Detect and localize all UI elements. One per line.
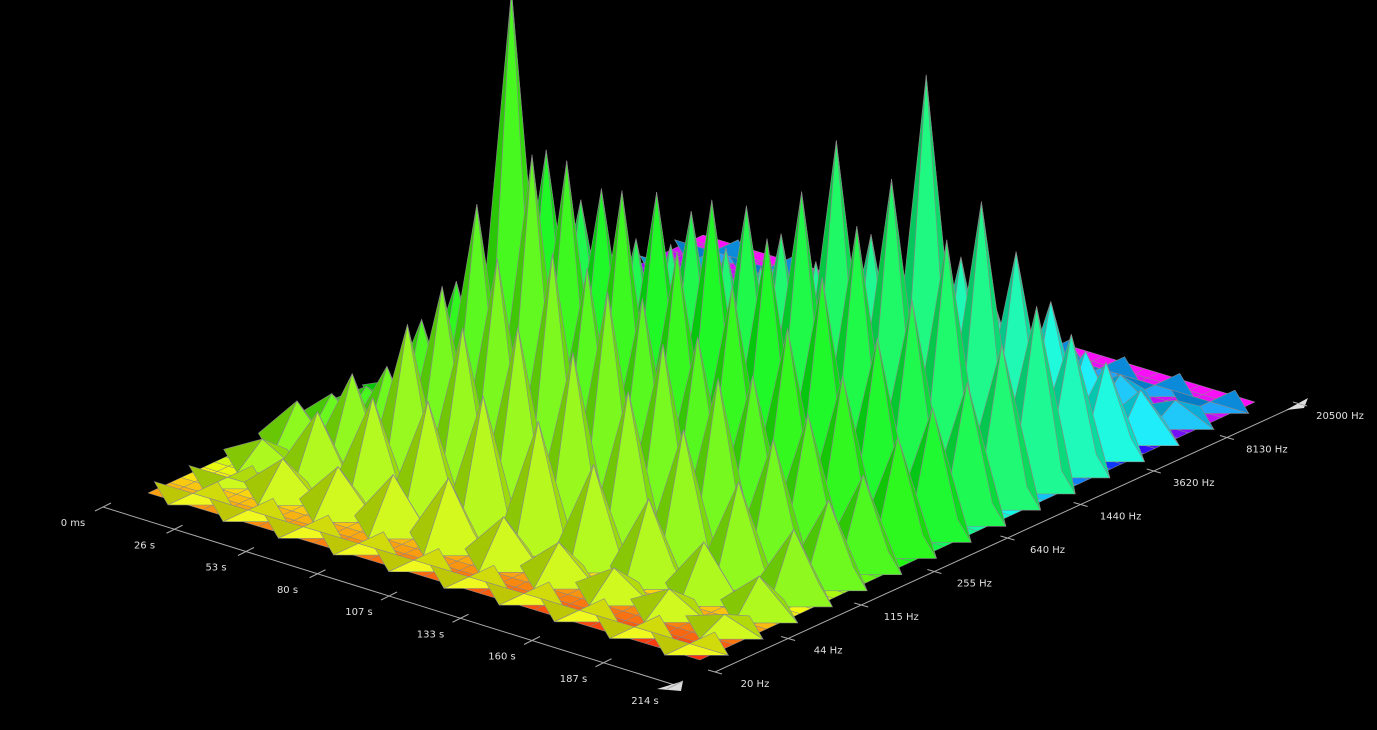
spike [499,421,578,557]
frequency-tick [780,636,796,641]
spike-face [688,631,730,656]
time-tick [309,569,326,579]
frequency-tick [854,602,869,608]
time-tick-label: 107 s [345,607,372,618]
spike-face [1001,344,1041,511]
frequency-tick-label: 20 Hz [741,679,770,690]
frequency-tick-label: 44 Hz [814,646,843,657]
spike-face [613,567,653,607]
spike [574,567,654,607]
time-tick [452,613,469,623]
spike [650,631,730,656]
time-tick [523,636,541,645]
spike-face [1105,361,1145,462]
frequency-tick-label: 1440 Hz [1100,512,1141,523]
time-tick [380,591,398,601]
spike-face [897,436,937,559]
spike-face [758,575,799,624]
frequency-tick [707,669,723,675]
frequency-tick [1292,401,1308,407]
spike-face [1140,389,1180,446]
frequency-tick [1219,435,1235,440]
spike-face [669,588,709,623]
frequency-tick [1073,502,1088,507]
spike [720,575,799,624]
frequency-tick-label: 3620 Hz [1173,478,1214,489]
time-tick [666,680,684,690]
spike [409,477,488,557]
axis-arrow [1286,398,1308,410]
spike [554,463,633,574]
frequency-tick-label: 115 Hz [884,612,919,623]
time-tick-label: 187 s [560,674,587,685]
frequency-tick-label: 255 Hz [957,579,992,590]
time-tick [166,524,183,534]
spike-face [723,613,764,640]
spike-face [1209,389,1250,414]
frequency-tick [1000,535,1015,541]
spike-face [862,474,903,575]
time-tick-label: 214 s [631,696,658,707]
time-tick [94,502,112,512]
spike-face [966,382,1007,527]
spike [630,588,709,623]
spike-face [1175,399,1215,430]
frequency-tick [1146,468,1161,474]
axis-arrow [657,681,683,691]
spike [664,541,744,607]
frequency-tick [927,569,942,574]
spike [464,516,543,573]
spike-face [1071,334,1111,479]
spike-face [793,529,833,608]
time-tick [595,658,612,668]
frequency-tick-label: 8130 Hz [1246,445,1287,456]
spike-face [828,499,868,591]
time-tick-label: 0 ms [61,518,86,529]
time-tick-label: 80 s [277,585,298,596]
frequency-tick-label: 640 Hz [1030,545,1065,556]
spike-face [1036,306,1076,495]
time-tick-label: 160 s [488,652,515,663]
time-tick-label: 133 s [417,629,444,640]
frequency-tick-label: 20500 Hz [1316,411,1364,422]
spike-face [932,407,972,543]
time-tick-label: 53 s [205,563,226,574]
time-tick [237,547,255,556]
time-tick-label: 26 s [134,540,155,551]
spike [519,541,599,590]
